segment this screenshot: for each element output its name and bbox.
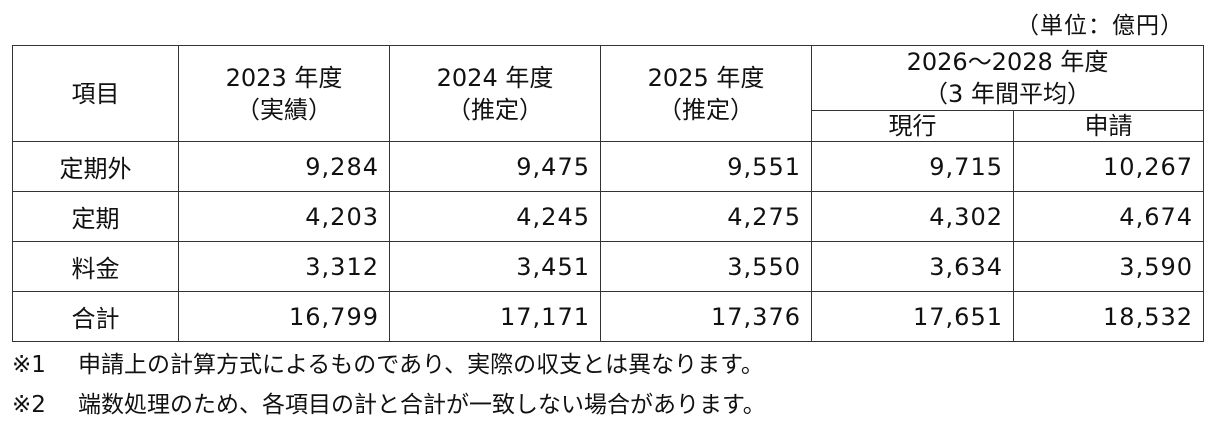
subheader-row: 現行 申請 xyxy=(13,110,1205,142)
cell-request: 4,674 xyxy=(1012,191,1205,242)
unit-label: （単位：億円） xyxy=(1016,13,1184,39)
cell-2024: 17,171 xyxy=(389,291,601,342)
cell-current: 9,715 xyxy=(811,141,1014,192)
header-2025-status: （推定） xyxy=(658,95,754,124)
cell-2024: 3,451 xyxy=(389,241,601,292)
footnote-text: 端数処理のため、各項目の計と合計が一致しない場合があります。 xyxy=(78,392,766,418)
header-request: 申請 xyxy=(1012,110,1205,142)
header-2025: 2025 年度 （推定） xyxy=(600,45,812,142)
header-2025-year: 2025 年度 xyxy=(647,63,765,92)
row-label: 料金 xyxy=(12,241,179,292)
footnote: ※1 申請上の計算方式によるものであり、実際の収支とは異なります。 xyxy=(12,345,766,385)
cell-2025: 9,551 xyxy=(600,141,812,192)
header-2026-2028-note: （3 年間平均） xyxy=(924,80,1091,108)
cell-request: 3,590 xyxy=(1012,241,1205,292)
cell-2023: 4,203 xyxy=(178,191,390,242)
row-label: 定期 xyxy=(12,191,179,242)
header-current: 現行 xyxy=(811,110,1014,142)
cell-2023: 16,799 xyxy=(178,291,390,342)
header-row: 項目 2023 年度 （実績） 2024 年度 （推定） 2025 年度 （推定… xyxy=(12,45,1205,142)
cell-2023: 9,284 xyxy=(178,141,390,192)
header-2024: 2024 年度 （推定） xyxy=(389,45,601,142)
cell-current: 17,651 xyxy=(811,291,1014,342)
footnote-text: 申請上の計算方式によるものであり、実際の収支とは異なります。 xyxy=(78,352,764,378)
table-row: 定期 4,203 4,245 4,275 4,302 4,674 xyxy=(12,191,1205,242)
footnotes: ※1 申請上の計算方式によるものであり、実際の収支とは異なります。 ※2 端数処理の… xyxy=(12,345,766,425)
header-2023-status: （実績） xyxy=(236,95,332,124)
footnote: ※2 端数処理のため、各項目の計と合計が一致しない場合があります。 xyxy=(12,385,766,425)
row-label: 合計 xyxy=(12,291,179,342)
cell-request: 10,267 xyxy=(1012,141,1205,192)
cell-2025: 4,275 xyxy=(600,191,812,242)
table-row: 定期外 9,284 9,475 9,551 9,715 10,267 xyxy=(12,141,1205,192)
cell-2025: 17,376 xyxy=(600,291,812,342)
header-2026-2028-years: 2026～2028 年度 xyxy=(906,48,1109,76)
cell-2024: 4,245 xyxy=(389,191,601,242)
header-2023-year: 2023 年度 xyxy=(225,63,343,92)
header-2026-2028: 2026～2028 年度 （3 年間平均） xyxy=(810,45,1205,111)
header-item: 項目 xyxy=(12,45,179,142)
footnote-mark: ※2 xyxy=(12,392,46,418)
row-label: 定期外 xyxy=(12,141,179,192)
cell-current: 4,302 xyxy=(811,191,1014,242)
cell-2024: 9,475 xyxy=(389,141,601,192)
table-row: 料金 3,312 3,451 3,550 3,634 3,590 xyxy=(12,241,1205,292)
table-row-total: 合計 16,799 17,171 17,376 17,651 18,532 xyxy=(12,291,1205,342)
header-2023: 2023 年度 （実績） xyxy=(178,45,390,142)
revenue-table: 項目 2023 年度 （実績） 2024 年度 （推定） 2025 年度 （推定… xyxy=(12,45,1205,342)
header-2024-status: （推定） xyxy=(447,95,543,124)
cell-request: 18,532 xyxy=(1012,291,1205,342)
cell-current: 3,634 xyxy=(811,241,1014,292)
cell-2025: 3,550 xyxy=(600,241,812,292)
header-2024-year: 2024 年度 xyxy=(436,63,554,92)
cell-2023: 3,312 xyxy=(178,241,390,292)
footnote-mark: ※1 xyxy=(12,352,46,378)
